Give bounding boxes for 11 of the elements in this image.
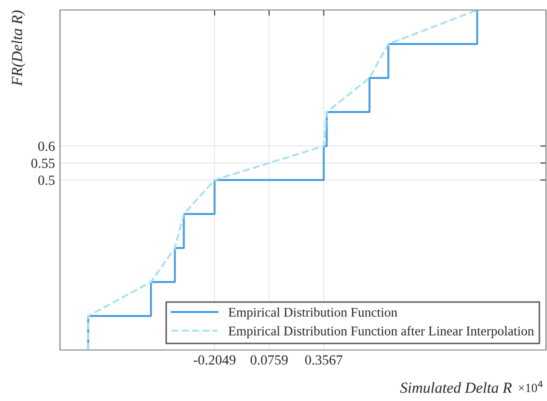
y-tick-label: 0.5 — [38, 176, 55, 186]
y-axis-title: FR(Delta R) — [11, 10, 26, 86]
x-tick-label: -0.2049 — [194, 355, 236, 365]
x-tick-label: 0.3567 — [305, 355, 342, 365]
legend-label: Empirical Distribution Function — [228, 307, 398, 320]
x-axis-title: Simulated Delta R — [400, 382, 512, 393]
x-tick-label: 0.0759 — [250, 355, 288, 365]
y-tick-label: 0.6 — [38, 142, 55, 152]
text: ×10$^{4}$ — [518, 380, 543, 392]
y-tick-label: 0.55 — [31, 158, 55, 168]
legend-label: Empirical Distribution Function after Linear Interpolation — [228, 326, 534, 338]
